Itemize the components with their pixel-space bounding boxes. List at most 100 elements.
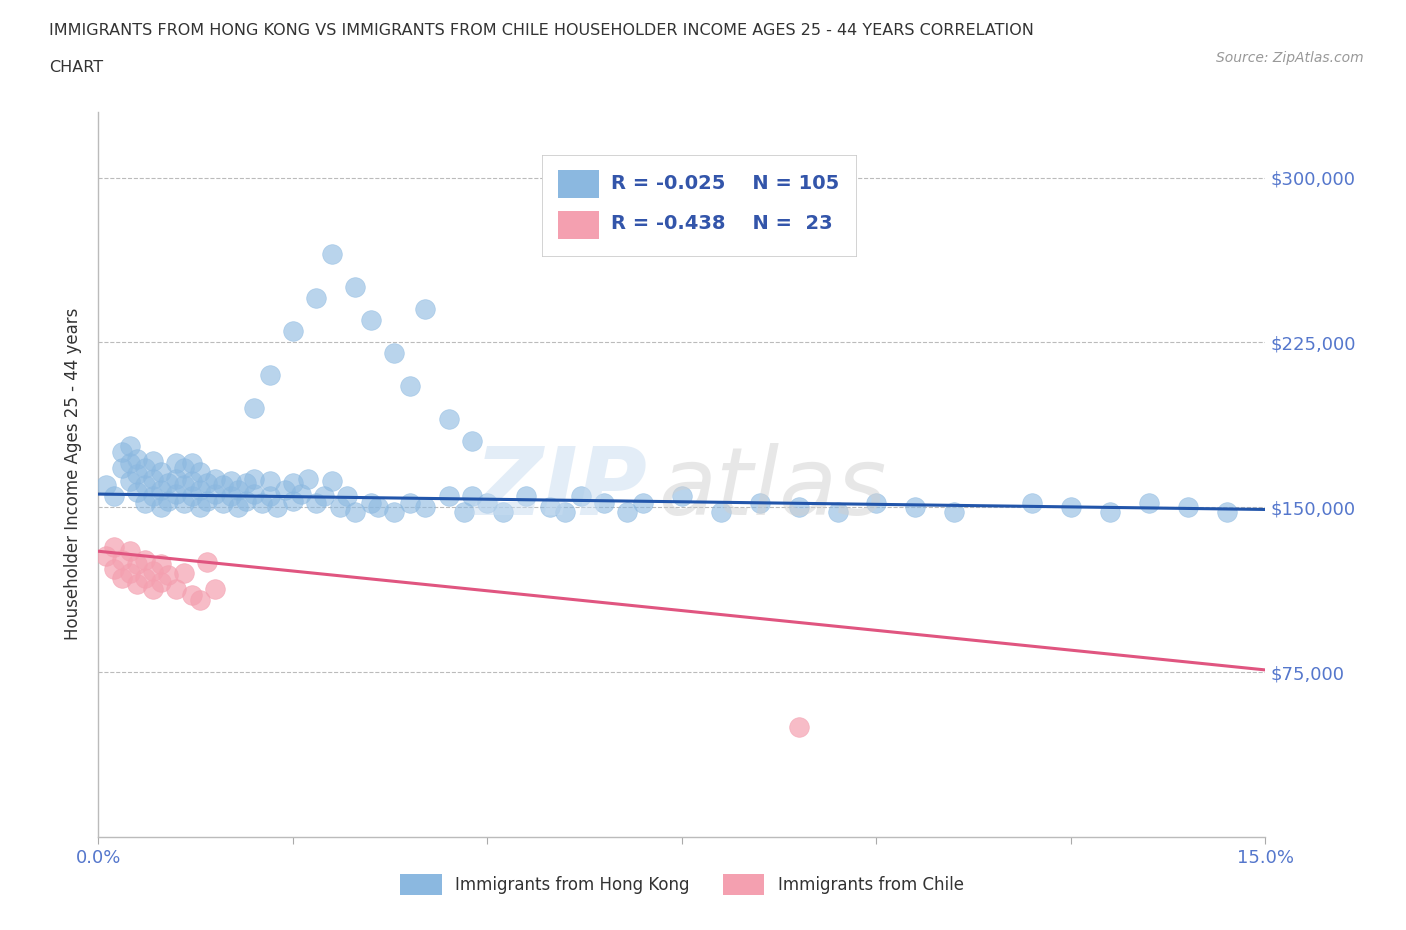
Point (111, 552, 134, 567)
Point (149, 575, 172, 590)
Point (134, 570, 156, 585)
Point (631, 496, 654, 511)
Point (1177, 499, 1199, 514)
Point (149, 499, 172, 514)
Point (219, 489, 242, 504)
Point (134, 552, 156, 567)
Point (569, 489, 592, 504)
Point (118, 544, 141, 559)
Point (312, 489, 335, 504)
Point (118, 456, 141, 471)
Point (188, 483, 211, 498)
Point (111, 460, 134, 475)
Point (437, 412, 460, 427)
Point (188, 499, 211, 514)
Point (321, 247, 343, 262)
Point (305, 496, 328, 511)
Point (142, 581, 165, 596)
Point (336, 489, 359, 504)
Point (461, 434, 484, 449)
Point (127, 557, 149, 572)
Point (142, 489, 165, 504)
Text: Source: ZipAtlas.com: Source: ZipAtlas.com (1216, 51, 1364, 65)
Point (142, 472, 165, 486)
Point (165, 581, 187, 596)
Point (235, 475, 257, 490)
Point (259, 473, 281, 488)
Text: CHART: CHART (49, 60, 103, 75)
Point (515, 489, 537, 504)
Point (118, 438, 141, 453)
Point (413, 302, 436, 317)
Point (281, 324, 304, 339)
Point (492, 504, 515, 519)
Point (787, 720, 810, 735)
Point (134, 478, 156, 493)
Point (344, 504, 367, 519)
Point (96, 478, 118, 493)
Point (165, 456, 187, 471)
Point (111, 445, 134, 459)
Text: ZIP: ZIP (474, 443, 647, 535)
Point (266, 499, 288, 514)
Point (398, 379, 420, 393)
Point (173, 496, 195, 511)
Point (321, 473, 343, 488)
Point (142, 454, 165, 469)
Point (1137, 496, 1160, 511)
Point (281, 475, 304, 490)
Point (360, 313, 382, 328)
Point (149, 557, 172, 572)
Point (157, 475, 180, 490)
Point (149, 465, 172, 480)
Point (127, 467, 149, 482)
Point (134, 496, 156, 511)
Point (149, 483, 172, 498)
Point (367, 499, 389, 514)
Point (212, 478, 235, 493)
Point (1215, 504, 1237, 519)
Point (188, 465, 211, 480)
Point (305, 291, 328, 306)
Point (235, 493, 257, 508)
Point (437, 489, 460, 504)
Point (243, 472, 266, 486)
Point (118, 565, 141, 580)
Point (259, 368, 281, 383)
Point (180, 456, 202, 471)
Point (180, 473, 202, 488)
Point (1060, 499, 1083, 514)
Point (103, 562, 125, 577)
Point (134, 460, 156, 475)
Point (259, 489, 281, 504)
Point (413, 499, 436, 514)
Point (173, 460, 195, 475)
Point (461, 489, 484, 504)
Point (173, 565, 195, 580)
Point (195, 493, 218, 508)
Point (219, 473, 242, 488)
Point (290, 486, 312, 501)
Legend: Immigrants from Hong Kong, Immigrants from Chile: Immigrants from Hong Kong, Immigrants fr… (394, 868, 970, 901)
Point (127, 577, 149, 591)
Point (204, 472, 226, 486)
Y-axis label: Householder Income Ages 25 - 44 years: Householder Income Ages 25 - 44 years (65, 308, 83, 641)
Point (274, 483, 297, 498)
Point (538, 499, 561, 514)
Point (943, 504, 966, 519)
Point (212, 496, 235, 511)
Text: IMMIGRANTS FROM HONG KONG VS IMMIGRANTS FROM CHILE HOUSEHOLDER INCOME AGES 25 - : IMMIGRANTS FROM HONG KONG VS IMMIGRANTS … (49, 23, 1033, 38)
Point (281, 493, 304, 508)
Point (142, 564, 165, 578)
Point (554, 504, 576, 519)
Point (477, 496, 499, 511)
Point (173, 478, 195, 493)
Point (228, 499, 250, 514)
Point (710, 504, 733, 519)
Point (165, 486, 187, 501)
Point (111, 570, 134, 585)
Point (228, 483, 250, 498)
Point (165, 472, 187, 486)
Point (360, 496, 382, 511)
Point (204, 486, 226, 501)
